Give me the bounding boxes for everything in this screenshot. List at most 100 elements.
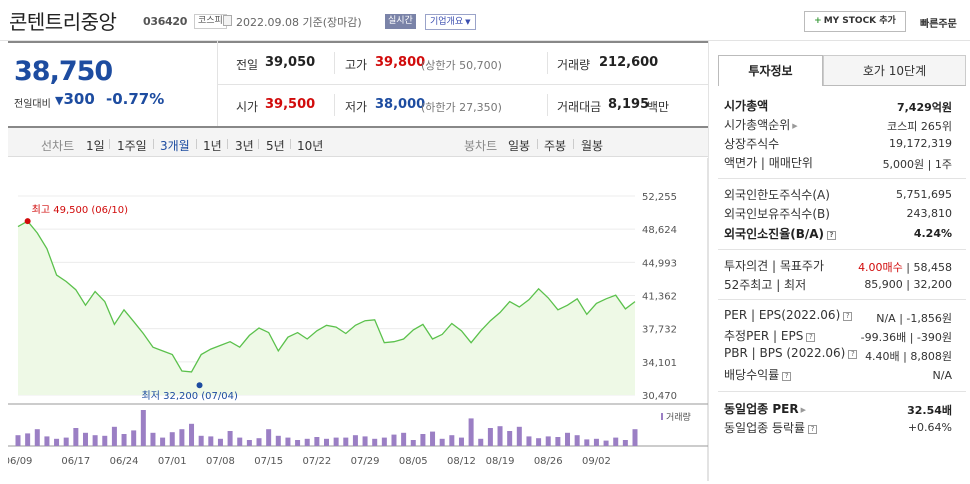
pbr-value: 4.40배 | 8,808원 (865, 350, 952, 363)
tab-5y[interactable]: 5년 (266, 139, 285, 153)
realtime-badge: 실시간 (385, 14, 416, 29)
volume-bar (536, 438, 542, 446)
volume-bar (295, 440, 301, 446)
open-label: 시가 (236, 100, 259, 114)
volume-bar (275, 435, 281, 446)
dividend-label: 배당수익률? (724, 366, 792, 383)
min-label: 최저 32,200 (07/04) (142, 390, 238, 402)
trade-amount-value: 8,195 (608, 97, 650, 112)
volume-bar (507, 431, 513, 446)
tab-1w[interactable]: 1주일 (117, 139, 147, 153)
foreign-limit-value: 5,751,695 (896, 188, 952, 201)
volume-bar (526, 436, 532, 446)
per-text: PER | EPS(2022.06) (724, 308, 841, 322)
help-icon[interactable]: ? (843, 312, 853, 321)
industry-per-link[interactable]: 동일업종 PER ▶ (724, 400, 806, 417)
add-mystock-button[interactable]: + MY STOCK 추가 (804, 11, 906, 32)
tab-3y[interactable]: 3년 (235, 139, 254, 153)
volume-bar (381, 437, 387, 446)
listed-shares-value: 19,172,319 (889, 137, 952, 150)
industry-rate-label: 동일업종 등락률? (724, 419, 818, 436)
volume-bar (352, 435, 358, 446)
par-value-label: 액면가 | 매매단위 (724, 156, 813, 170)
volume-bar (632, 429, 638, 446)
company-overview-dropdown[interactable]: 기업개요 ▼ (425, 14, 476, 30)
market-cap-rank-link[interactable]: 시가총액순위 ▶ (724, 116, 798, 133)
volume-bar (131, 430, 137, 446)
volume-bar (208, 436, 214, 446)
tab-1y[interactable]: 1년 (203, 139, 222, 153)
help-icon[interactable]: ? (782, 372, 792, 381)
separator (227, 139, 228, 149)
x-tick-label: 07/15 (254, 456, 283, 467)
volume-bar (25, 433, 31, 446)
volume-value: 212,600 (599, 55, 659, 70)
max-marker (24, 218, 31, 225)
upper-limit: (상한가 50,700) (421, 59, 502, 72)
tab-10y[interactable]: 10년 (297, 139, 324, 153)
volume-bar (545, 436, 551, 446)
volume-bar (555, 437, 561, 446)
volume-bar (256, 438, 262, 446)
volume-bar (584, 439, 590, 446)
tab-weekly[interactable]: 주봉 (544, 139, 567, 153)
tab-monthly[interactable]: 월봉 (581, 139, 604, 153)
industry-per-value: 32.54배 (907, 404, 952, 417)
tab-daily[interactable]: 일봉 (508, 139, 531, 153)
tab-orderbook-10[interactable]: 호가 10단계 (823, 55, 966, 86)
volume-bar (246, 440, 252, 446)
listed-shares-label: 상장주식수 (724, 137, 780, 151)
volume-bar (497, 426, 503, 446)
quick-order-link[interactable]: 빠른주문 (920, 19, 957, 30)
top-divider (8, 41, 708, 43)
price-box (8, 41, 218, 126)
volume-bar (449, 435, 455, 446)
help-icon[interactable]: ? (808, 425, 818, 434)
volume-bar (362, 436, 368, 446)
separator (290, 139, 291, 149)
tab-invest-info[interactable]: 투자정보 (718, 55, 823, 86)
trade-amount-unit: 백만 (647, 100, 670, 114)
trade-amount-label: 거래대금 (557, 100, 602, 114)
opinion-label: 투자의견 | 목표주가 (724, 259, 824, 273)
volume-bar (439, 438, 445, 446)
volume-bar (92, 435, 98, 446)
volume-bar (285, 437, 291, 446)
help-icon[interactable]: ? (827, 231, 837, 240)
volume-bar (622, 440, 628, 446)
volume-bar (169, 432, 175, 446)
y-tick-label: 44,993 (642, 258, 677, 269)
volume-bar (613, 437, 619, 446)
divider (218, 84, 708, 85)
tab-1d[interactable]: 1일 (86, 139, 105, 153)
chart-tabs (8, 128, 708, 157)
dividend-text: 배당수익률 (724, 368, 780, 382)
change-amount: 300 (63, 90, 95, 108)
volume-bar (343, 437, 349, 446)
help-icon[interactable]: ? (806, 333, 816, 342)
calendar-icon (223, 15, 232, 26)
low-label: 저가 (345, 100, 368, 114)
opinion-rating: 4.00매수 (858, 261, 903, 274)
volume-bar (458, 437, 464, 446)
divider (547, 52, 548, 74)
volume-bar (15, 435, 21, 446)
est-per-text: 추정PER | EPS (724, 329, 804, 343)
foreign-ratio-label: 외국인소진율(B/A)? (724, 225, 837, 242)
divider (718, 391, 966, 392)
separator (258, 139, 259, 149)
change-percent: -0.77% (106, 90, 165, 108)
down-arrow-icon: ▼ (55, 94, 64, 107)
y-tick-label: 52,255 (642, 192, 677, 203)
volume-bar (487, 428, 493, 446)
volume-label: 거래량 (557, 58, 591, 72)
x-tick-label: 09/02 (582, 456, 611, 467)
tab-3m[interactable]: 3개월 (160, 139, 190, 153)
market-cap-rank-label: 시가총액순위 (724, 118, 791, 132)
volume-bar (160, 437, 166, 446)
volume-bar (266, 429, 272, 446)
help-icon[interactable]: ? (848, 350, 858, 359)
foreign-ratio-value: 4.24% (913, 227, 952, 240)
plus-icon: + (814, 16, 822, 26)
pbr-text: PBR | BPS (2022.06) (724, 346, 846, 360)
